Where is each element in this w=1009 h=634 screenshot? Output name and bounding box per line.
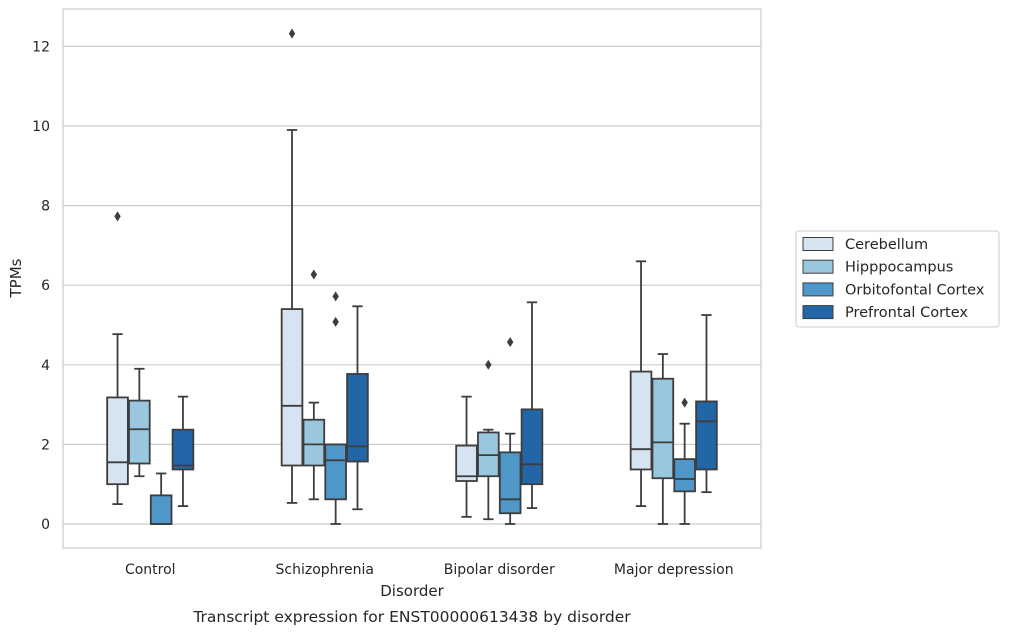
y-tick-label: 6 xyxy=(41,278,50,294)
y-axis-label: TPMs xyxy=(7,258,25,298)
box xyxy=(171,428,195,471)
box xyxy=(149,494,173,525)
box-group xyxy=(695,314,718,494)
legend-swatch xyxy=(802,237,834,251)
box xyxy=(346,373,369,463)
box-group xyxy=(324,291,347,525)
box xyxy=(673,458,696,493)
x-axis-label: Disorder xyxy=(380,582,444,600)
x-tick-label: Major depression xyxy=(614,562,734,578)
y-tick-label: 8 xyxy=(41,199,50,215)
x-tick-label: Bipolar disorder xyxy=(444,562,555,578)
box-group xyxy=(455,395,478,518)
box xyxy=(695,400,718,471)
x-tick-label: Control xyxy=(125,562,176,578)
plot-frame xyxy=(62,8,762,549)
box-group xyxy=(128,367,151,478)
y-tick-label: 4 xyxy=(41,358,50,374)
box-group xyxy=(629,260,653,507)
y-tick-label: 10 xyxy=(32,119,50,135)
box-group xyxy=(149,472,173,525)
y-axis-ticks: 0 2 4 6 8 10 12 xyxy=(32,39,50,533)
box xyxy=(498,451,522,515)
legend-label: Cerebellum xyxy=(845,237,928,253)
box xyxy=(128,399,151,465)
box xyxy=(302,418,326,467)
outlier-point xyxy=(485,359,492,370)
box xyxy=(324,443,347,501)
legend-frame xyxy=(795,230,1000,328)
box-group xyxy=(280,28,304,504)
y-tick-label: 2 xyxy=(41,437,50,453)
box-group xyxy=(520,301,544,509)
box xyxy=(651,377,675,480)
box-group xyxy=(171,395,195,507)
legend-label: Prefrontal Cortex xyxy=(845,305,968,321)
box xyxy=(455,444,478,482)
outlier-point xyxy=(114,211,121,222)
figure-caption: Transcript expression for ENST0000061343… xyxy=(192,608,631,626)
outlier-point xyxy=(310,269,318,280)
x-axis-ticks: Control Schizophrenia Bipolar disorder Majo… xyxy=(125,562,734,578)
box-group xyxy=(302,269,326,501)
outlier-point xyxy=(332,291,339,302)
box-group xyxy=(651,353,675,525)
box xyxy=(106,396,129,486)
x-tick-label: Schizophrenia xyxy=(276,562,374,578)
box-group xyxy=(673,397,696,525)
box-group xyxy=(106,211,129,506)
outlier-point xyxy=(681,397,688,408)
legend-swatch xyxy=(802,282,834,297)
outlier-point xyxy=(332,316,339,327)
legend-swatch xyxy=(802,259,834,274)
plot-marks xyxy=(106,28,718,525)
legend-label: Orbitofontal Cortex xyxy=(845,282,985,298)
y-tick-label: 0 xyxy=(41,517,50,533)
legend: Cerebellum Hipppocampus Orbitofontal Corte… xyxy=(795,230,1000,328)
box xyxy=(629,370,653,471)
box-group xyxy=(477,359,500,521)
legend-swatch xyxy=(802,305,834,320)
box xyxy=(280,308,304,467)
box xyxy=(520,408,544,486)
y-tick-label: 12 xyxy=(32,39,50,55)
box-group xyxy=(498,337,522,525)
legend-label: Hipppocampus xyxy=(845,260,953,276)
outlier-point xyxy=(288,28,296,39)
box-group xyxy=(346,305,369,511)
outlier-point xyxy=(506,337,514,348)
